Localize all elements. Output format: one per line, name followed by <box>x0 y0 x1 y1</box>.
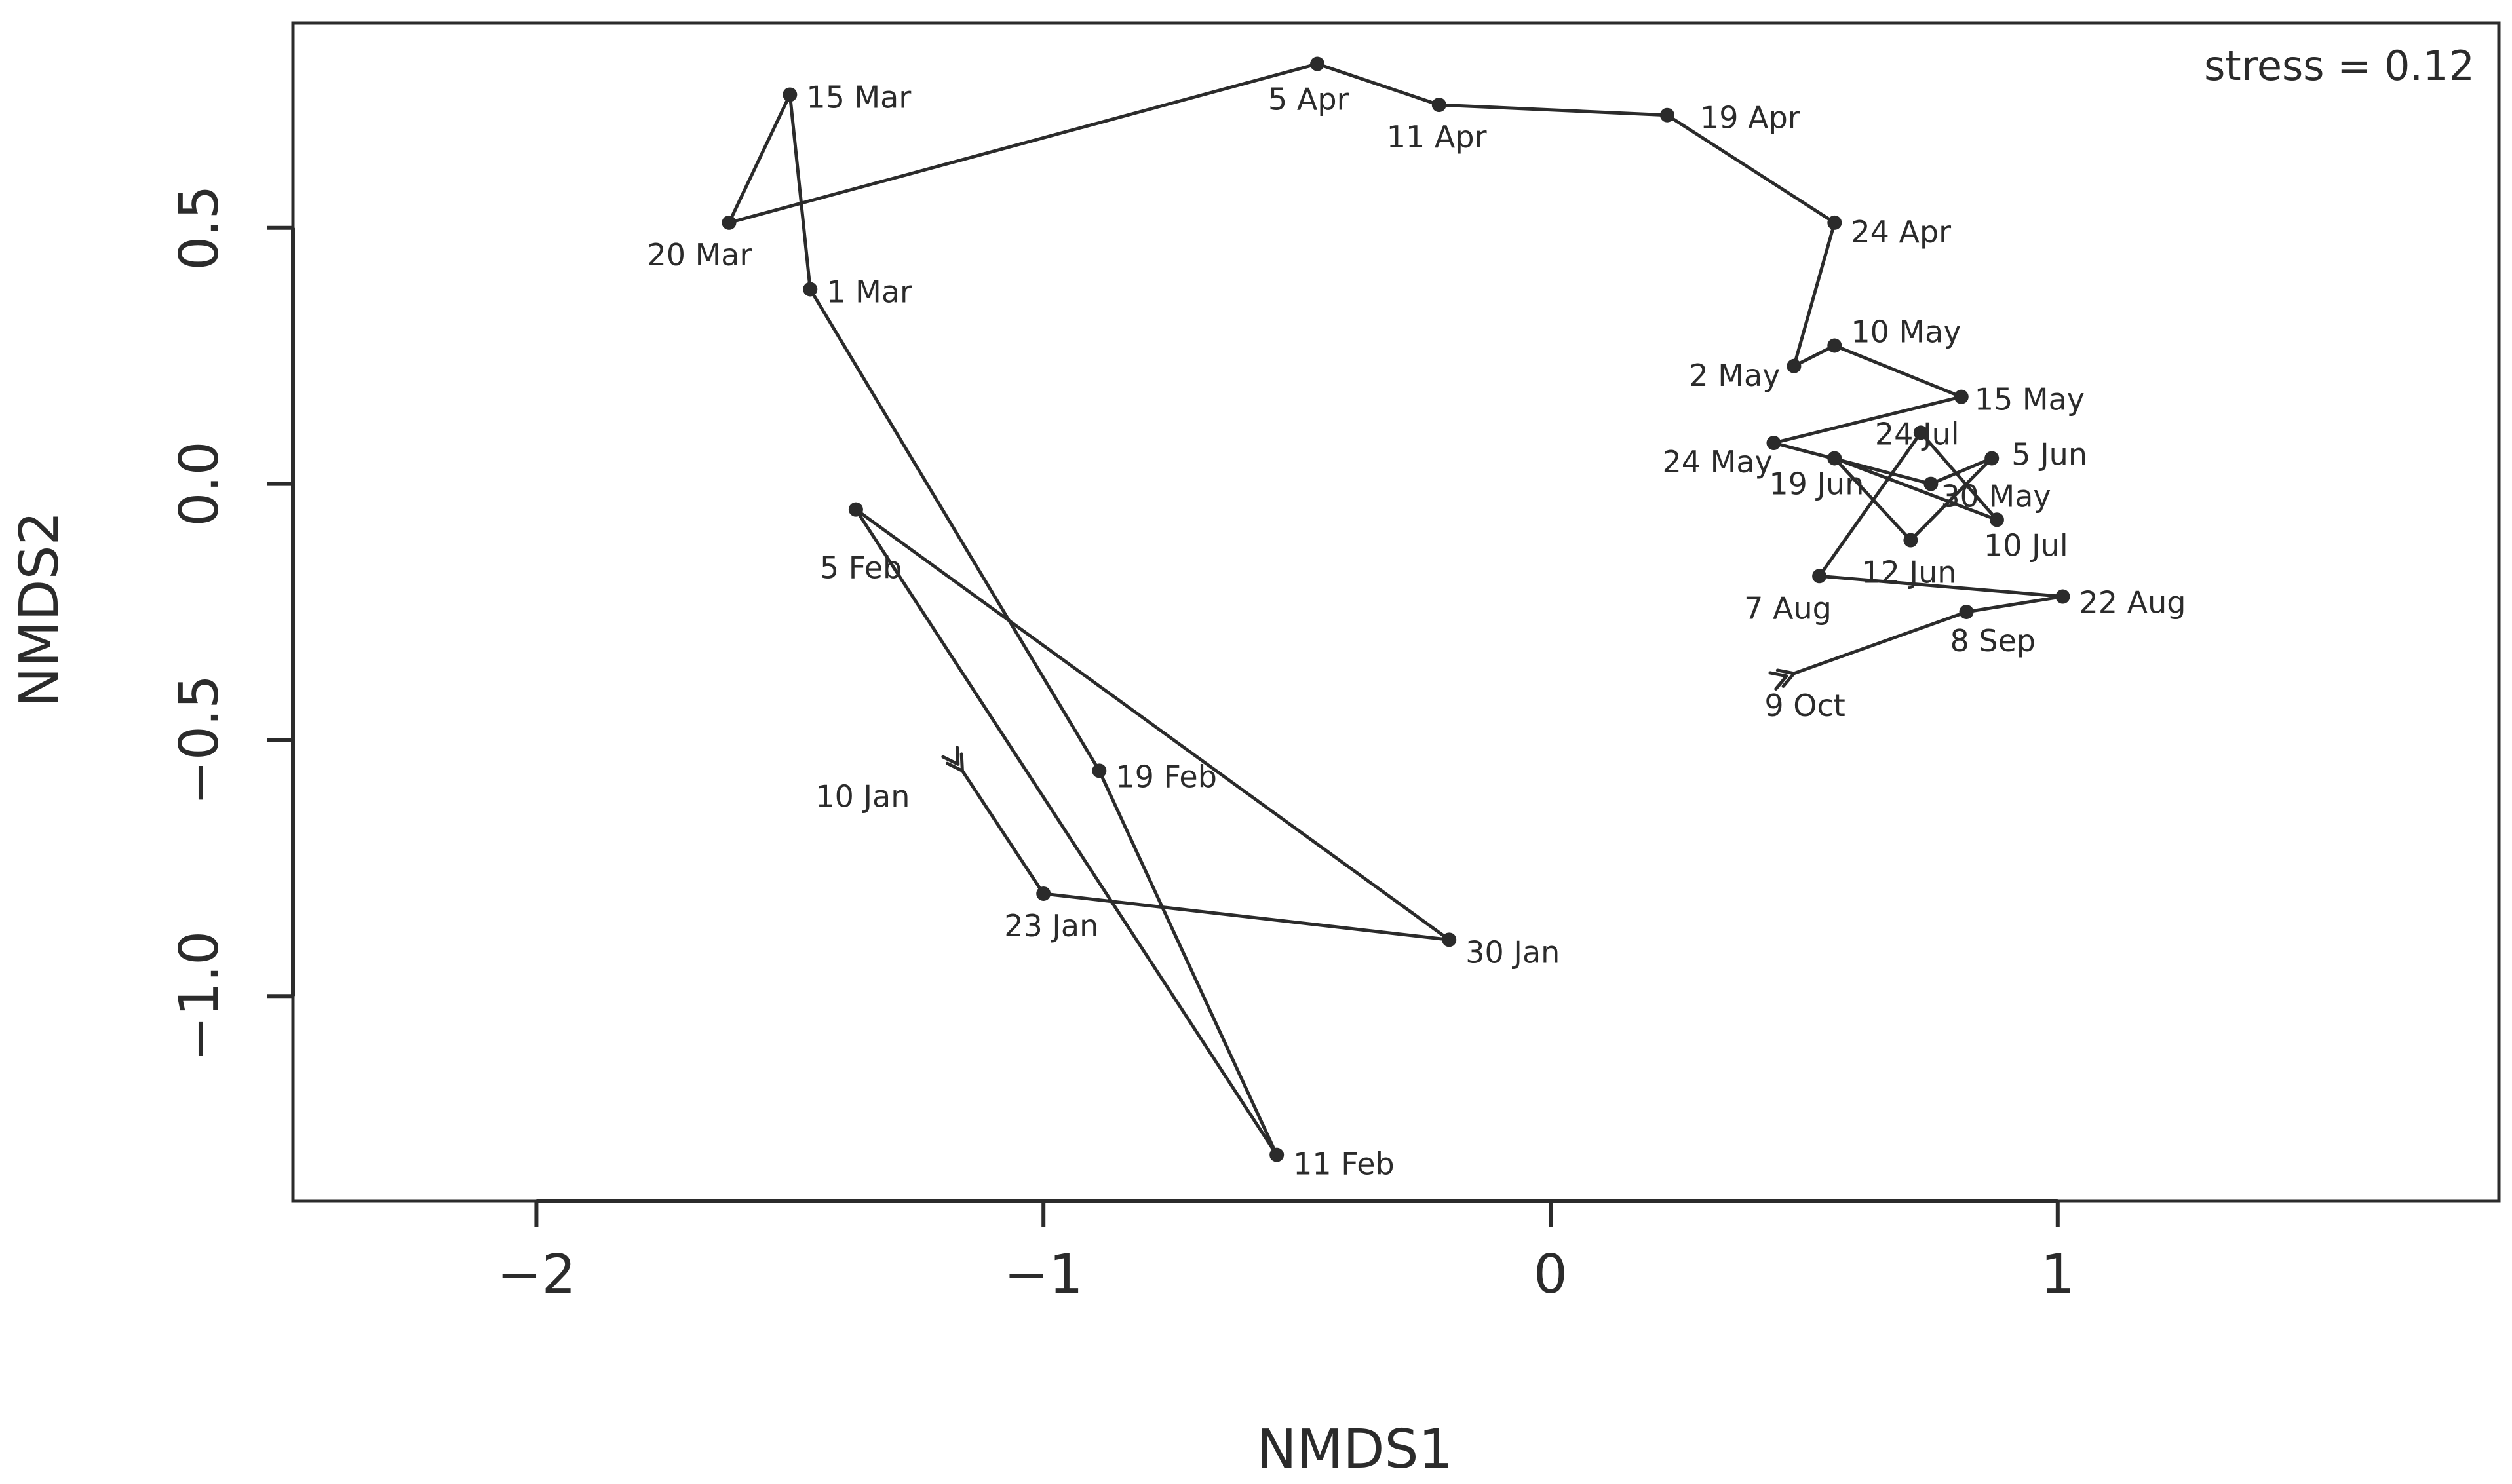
point-label: 30 Jan <box>1465 934 1560 970</box>
data-point <box>848 502 863 517</box>
trajectory-segment <box>1437 103 1669 117</box>
trajectory-segment <box>1817 574 2065 599</box>
trajectory-segment <box>1792 610 1969 675</box>
point-label: 24 May <box>1662 444 1772 480</box>
end-arrow-marker <box>1768 668 1796 691</box>
point-label: 10 Jul <box>1984 527 2068 563</box>
trajectory-segment <box>1965 595 2065 614</box>
y-tick-label: 0.5 <box>168 185 231 270</box>
data-point <box>1959 605 1974 619</box>
trajectory-segment <box>1097 769 1279 1157</box>
point-label: 8 Sep <box>1950 623 2036 658</box>
data-point <box>1989 512 2004 527</box>
data-point <box>1310 56 1325 71</box>
trajectory-segment <box>1665 113 1836 225</box>
point-label: 11 Apr <box>1387 119 1487 155</box>
data-point <box>1036 886 1051 901</box>
y-tick-label: 0.0 <box>168 441 231 526</box>
data-point <box>2055 589 2070 604</box>
data-point <box>1954 389 1969 404</box>
trajectory-series <box>727 62 2065 1157</box>
point-label: 22 Aug <box>2079 585 2186 620</box>
trajectory-segment <box>1792 221 1836 368</box>
trajectory-segment <box>1817 430 1923 578</box>
point-label: 30 May <box>1941 479 2051 514</box>
stress-annotation: stress = 0.12 <box>2204 42 2475 90</box>
data-point <box>722 215 737 230</box>
data-point <box>803 282 818 297</box>
trajectory-segment <box>1919 430 1999 522</box>
data-point <box>1827 451 1842 466</box>
point-label: 19 Jun <box>1769 466 1864 501</box>
data-points <box>722 56 2070 1162</box>
arrow-chevron <box>941 746 964 772</box>
point-label: 19 Feb <box>1115 759 1217 794</box>
y-tick-label: −0.5 <box>168 675 231 805</box>
point-label: 2 May <box>1689 358 1780 393</box>
point-labels: 10 Jan 23 Jan 30 Jan 5 Feb 11 Feb 19 Feb 1 Mar… <box>647 79 2186 1181</box>
trajectory-segment <box>1929 456 1994 486</box>
data-point <box>1659 107 1674 123</box>
point-label: 23 Jan <box>1004 908 1098 943</box>
point-label: 5 Jun <box>2011 436 2087 472</box>
trajectory-segment <box>1832 343 1963 399</box>
point-label: 10 May <box>1851 314 1961 349</box>
data-point <box>1269 1147 1285 1162</box>
trajectory-segment <box>788 92 812 292</box>
trajectory-segment <box>1771 395 1963 445</box>
data-point <box>1431 98 1446 113</box>
y-axis-title: NMDS2 <box>9 511 71 707</box>
data-point <box>1903 533 1918 548</box>
point-label: 5 Apr <box>1268 82 1349 117</box>
data-point <box>1827 215 1842 230</box>
point-label: 19 Apr <box>1700 100 1800 136</box>
point-label: 9 Oct <box>1764 688 1845 723</box>
trajectory-segment <box>1315 62 1441 107</box>
trajectory-segment <box>1908 456 1994 542</box>
x-tick-label: 1 <box>2041 1244 2075 1306</box>
x-tick-label: 0 <box>1534 1244 1568 1306</box>
data-point <box>1827 338 1842 353</box>
point-label: 20 Mar <box>647 237 752 273</box>
trajectory-segment <box>1792 343 1836 368</box>
trajectory-segment <box>808 288 1101 772</box>
data-point <box>1913 425 1928 440</box>
x-tick-label: −2 <box>497 1244 576 1306</box>
point-label: 15 May <box>1975 382 2085 417</box>
data-point <box>1923 476 1939 491</box>
trajectory-segment <box>854 508 1451 942</box>
trajectory-segment <box>854 508 1279 1157</box>
data-point <box>1812 569 1827 584</box>
point-label: 5 Feb <box>820 550 902 586</box>
trajectory-segment <box>727 92 792 225</box>
point-label: 24 Jul <box>1875 416 1960 451</box>
point-label: 11 Feb <box>1293 1147 1395 1182</box>
trajectory-segment <box>1832 456 1999 522</box>
data-point <box>1766 436 1781 451</box>
y-axis: −1.0 −0.5 0.0 0.5 <box>168 185 295 1061</box>
trajectory-segment <box>960 769 1045 896</box>
point-label: 10 Jan <box>815 778 910 814</box>
point-label: 24 Apr <box>1851 214 1951 250</box>
point-label: 1 Mar <box>826 275 912 310</box>
data-point <box>1984 451 2000 466</box>
x-tick-label: −1 <box>1004 1244 1083 1306</box>
data-point <box>1092 763 1107 778</box>
y-tick-label: −1.0 <box>168 931 231 1061</box>
data-point <box>1787 358 1802 373</box>
trajectory-segment <box>727 62 1319 225</box>
arrow-chevron <box>1768 668 1796 691</box>
x-axis: −2 −1 0 1 <box>497 1199 2075 1306</box>
start-arrow-marker <box>941 746 964 772</box>
data-point <box>1442 932 1457 947</box>
point-label: 7 Aug <box>1744 590 1832 626</box>
point-label: 12 Jun <box>1861 555 1956 590</box>
point-label: 15 Mar <box>806 79 911 115</box>
x-axis-title: NMDS1 <box>1256 1418 1452 1481</box>
data-point <box>783 87 798 102</box>
